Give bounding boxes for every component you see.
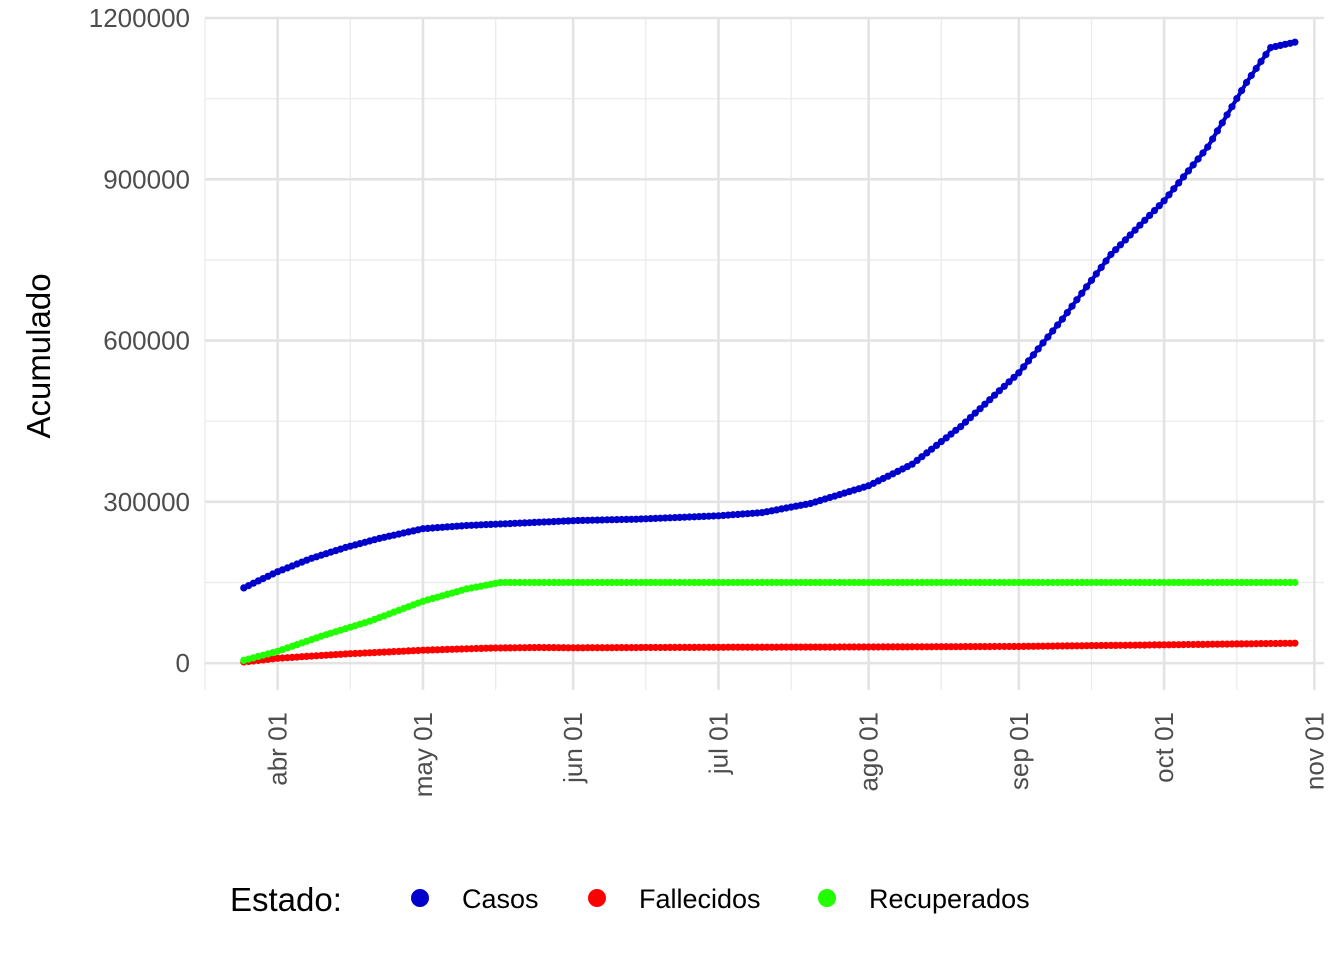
legend-key-casos (411, 889, 429, 907)
series-recuperados (240, 578, 1299, 665)
series-casos (240, 38, 1299, 592)
x-tick-label: jun 01 (558, 712, 588, 784)
x-tick-label: may 01 (408, 712, 438, 797)
y-tick-label: 600000 (103, 326, 190, 356)
x-tick-label: nov 01 (1299, 712, 1329, 790)
grid (204, 16, 1324, 690)
series-line (242, 40, 1296, 590)
series-fallecidos (240, 639, 1299, 666)
series-layer (240, 38, 1299, 666)
y-tick-label: 1200000 (89, 3, 190, 33)
series-line (243, 580, 1295, 663)
y-tick-label: 0 (176, 648, 190, 678)
x-tick-label: oct 01 (1149, 712, 1179, 783)
legend-label-fallecidos: Fallecidos (639, 884, 761, 914)
x-tick-label: sep 01 (1004, 712, 1034, 790)
y-tick-label: 300000 (103, 487, 190, 517)
series-line (243, 641, 1295, 664)
x-tick-label: abr 01 (263, 712, 293, 786)
legend: Estado: Casos Fallecidos Recuperados (230, 881, 1030, 918)
legend-label-recuperados: Recuperados (869, 884, 1030, 914)
legend-title: Estado: (230, 881, 342, 918)
y-axis-title: Acumulado (20, 273, 57, 438)
legend-label-casos: Casos (462, 884, 539, 914)
x-tick-label: jul 01 (703, 712, 733, 775)
legend-key-fallecidos (588, 889, 606, 907)
y-tick-label: 900000 (103, 164, 190, 194)
axis-ticks: 0 300000 600000 900000 1200000 abr 01 may 01 ju… (89, 3, 1330, 797)
x-tick-label: ago 01 (854, 712, 884, 792)
legend-key-recuperados (818, 889, 836, 907)
